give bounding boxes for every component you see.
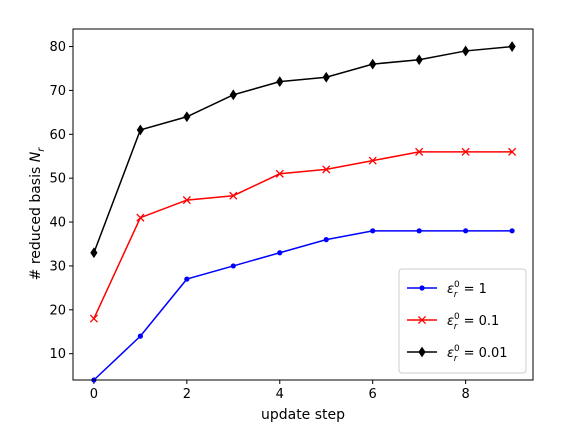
data-point xyxy=(277,250,283,256)
y-axis-label: # reduced basis Nr xyxy=(28,147,47,281)
data-point xyxy=(508,41,516,52)
legend-marker xyxy=(417,315,427,325)
x-marker-stroke xyxy=(89,314,98,323)
legend-label-value: = 1 xyxy=(459,282,486,297)
legend-label: ε0 r = 0.01 xyxy=(447,344,508,364)
x-marker-stroke xyxy=(136,213,145,222)
legend-marker xyxy=(419,285,425,291)
legend-label-subscript: r xyxy=(454,290,459,300)
x-tick-label: 4 xyxy=(276,387,284,402)
y-axis-label-text: # reduced basis xyxy=(28,162,44,280)
x-marker-stroke xyxy=(508,147,517,156)
data-point xyxy=(90,247,98,259)
data-point xyxy=(182,196,191,205)
legend-marker xyxy=(418,346,426,358)
x-marker-stroke xyxy=(322,165,331,174)
data-point xyxy=(136,124,144,136)
y-axis-label-subscript: r xyxy=(36,147,47,152)
x-marker-stroke xyxy=(182,196,191,205)
legend-entry: ε0 r = 0.01 xyxy=(407,344,508,364)
data-point xyxy=(369,58,377,70)
legend-label-value: = 0.1 xyxy=(459,314,499,329)
legend-label: ε0 r = 0.1 xyxy=(447,312,499,332)
x-marker-stroke xyxy=(415,147,424,156)
y-tick-label: 80 xyxy=(49,40,66,55)
data-point xyxy=(370,228,376,234)
data-point xyxy=(229,191,238,200)
data-point xyxy=(184,276,190,282)
y-tick-label: 20 xyxy=(49,303,66,318)
legend-label-subscript: r xyxy=(454,354,459,364)
data-point xyxy=(461,147,470,156)
legend-label-subscript: r xyxy=(454,322,459,332)
data-point xyxy=(368,156,377,165)
data-point xyxy=(509,228,515,234)
plot-area: 0 2 4 6 8 10 20 30 40 50 60 70 80 xyxy=(49,28,534,402)
legend-box xyxy=(398,268,527,374)
data-point xyxy=(89,314,98,323)
data-point xyxy=(136,213,145,222)
series-3 xyxy=(90,41,516,259)
data-point xyxy=(183,111,191,123)
data-point xyxy=(463,228,469,234)
legend-label-symbol: ε xyxy=(447,346,454,361)
x-marker-stroke xyxy=(417,315,427,325)
legend-label-symbol: ε xyxy=(447,282,454,297)
x-axis-label: update step xyxy=(261,407,345,423)
legend-entry: ε0 r = 1 xyxy=(407,280,487,300)
legend-label-value: = 0.01 xyxy=(459,346,507,361)
y-tick-label: 70 xyxy=(49,84,66,99)
data-point xyxy=(322,165,331,174)
series-line xyxy=(93,151,513,319)
y-tick-label: 50 xyxy=(49,172,66,187)
legend-label-symbol: ε xyxy=(447,314,454,329)
legend-entry: ε0 r = 0.1 xyxy=(407,312,499,332)
legend-label-superscript: 0 xyxy=(454,280,460,290)
series-2 xyxy=(89,147,517,323)
data-point xyxy=(415,54,423,66)
series-1 xyxy=(91,228,515,383)
y-tick-label: 40 xyxy=(49,216,66,231)
x-tick-label: 2 xyxy=(183,387,191,402)
data-point xyxy=(462,45,470,57)
x-marker-stroke xyxy=(229,191,238,200)
data-point xyxy=(508,147,517,156)
y-tick-label: 60 xyxy=(49,128,66,143)
data-point xyxy=(322,71,330,83)
legend-label: ε0 r = 1 xyxy=(447,280,487,300)
data-point xyxy=(275,169,284,178)
x-tick-label: 8 xyxy=(461,387,469,402)
data-point xyxy=(230,263,236,269)
data-point xyxy=(323,237,329,243)
x-marker-stroke xyxy=(368,156,377,165)
data-point xyxy=(137,333,143,339)
data-point xyxy=(276,76,284,88)
data-point xyxy=(415,147,424,156)
x-marker-stroke xyxy=(461,147,470,156)
x-tick-label: 6 xyxy=(369,387,377,402)
series-line xyxy=(93,45,513,254)
data-point xyxy=(416,228,422,234)
x-tick-label: 0 xyxy=(90,387,98,402)
legend-label-superscript: 0 xyxy=(454,312,460,322)
y-tick-label: 10 xyxy=(49,347,66,362)
x-marker-stroke xyxy=(275,169,284,178)
data-point xyxy=(229,89,237,101)
y-tick-label: 30 xyxy=(49,259,66,274)
y-axis-label-variable: N xyxy=(28,151,44,162)
series-line xyxy=(93,230,513,381)
plot-frame xyxy=(72,28,534,381)
legend-label-superscript: 0 xyxy=(454,344,460,354)
legend: ε0 r = 1ε0 r = 0.1ε0 r = 0.01 xyxy=(398,268,527,374)
